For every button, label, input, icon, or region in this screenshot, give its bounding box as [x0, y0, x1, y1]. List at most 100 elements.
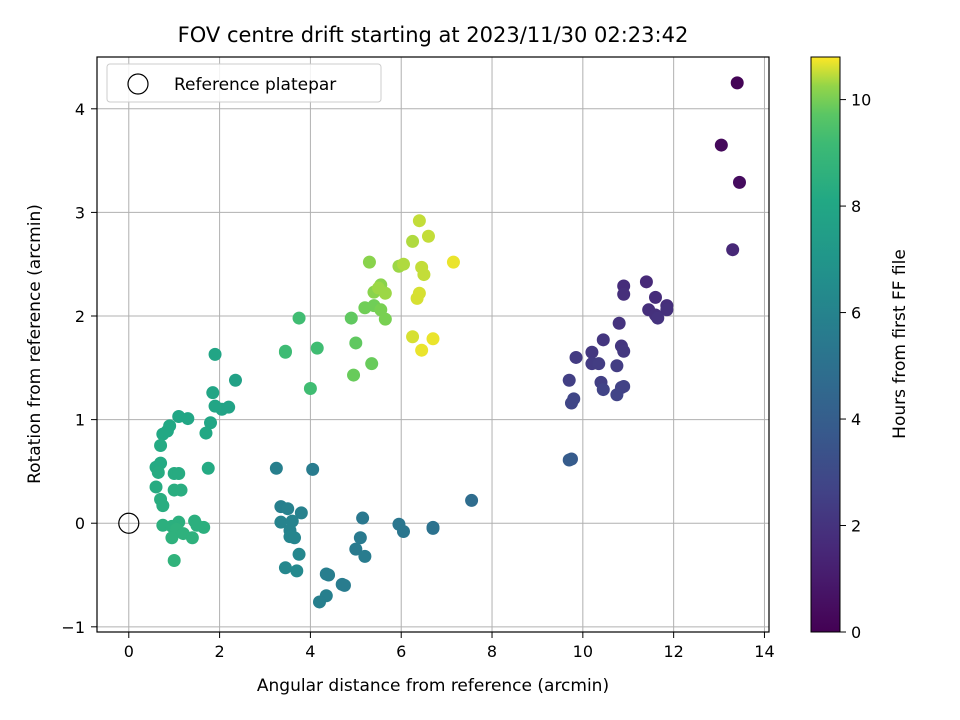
colorbar: 0 2 4 6 8 10 Hours from first FF file — [810, 56, 910, 642]
data-point — [156, 499, 170, 513]
data-point — [181, 412, 195, 426]
data-point — [292, 311, 306, 325]
y-tick-label: 3 — [75, 203, 85, 222]
data-point — [292, 547, 306, 561]
x-tick-label: 12 — [663, 642, 683, 661]
data-point — [344, 311, 358, 325]
x-tick-label: 0 — [124, 642, 134, 661]
colorbar-gradient — [810, 56, 841, 633]
y-tick-label: 1 — [75, 411, 85, 430]
data-point — [165, 531, 179, 545]
data-point — [730, 76, 744, 90]
colorbar-label: Hours from first FF file — [890, 249, 910, 439]
data-point — [151, 465, 165, 479]
data-point — [362, 255, 376, 269]
data-point — [206, 386, 220, 400]
data-point — [732, 175, 746, 189]
data-point — [617, 344, 631, 358]
data-point — [378, 286, 392, 300]
data-point — [639, 275, 653, 289]
data-point — [651, 311, 665, 325]
data-point — [648, 290, 662, 304]
x-axis-label: Angular distance from reference (arcmin) — [257, 676, 609, 696]
data-point — [208, 399, 222, 413]
legend-marker — [127, 73, 149, 95]
data-point — [410, 291, 424, 305]
data-point — [288, 531, 302, 545]
reference-marker — [118, 512, 140, 534]
y-axis-label: Rotation from reference (arcmin) — [25, 204, 45, 484]
data-point — [714, 138, 728, 152]
data-point — [349, 336, 363, 350]
data-point — [149, 480, 163, 494]
data-point — [310, 341, 324, 355]
data-point — [167, 554, 181, 568]
data-point — [281, 502, 295, 516]
colorbar-tick-label: 2 — [851, 517, 861, 536]
x-axis: 0 2 4 6 8 10 12 14 — [124, 632, 775, 661]
data-point — [269, 461, 283, 475]
chart-title: FOV centre drift starting at 2023/11/30 … — [178, 23, 689, 47]
data-point — [356, 511, 370, 525]
data-point — [353, 531, 367, 545]
data-point — [208, 347, 222, 361]
x-tick-label: 2 — [215, 642, 225, 661]
colorbar-tick-label: 8 — [851, 197, 861, 216]
data-point — [378, 312, 392, 326]
data-point — [426, 521, 440, 535]
data-point — [562, 373, 576, 387]
data-point — [446, 255, 460, 269]
data-point — [294, 506, 308, 520]
data-point — [421, 229, 435, 243]
data-point — [592, 357, 606, 371]
x-tick-label: 14 — [754, 642, 774, 661]
colorbar-tick-label: 10 — [851, 91, 871, 110]
data-point — [426, 332, 440, 346]
data-point — [406, 330, 420, 344]
data-point — [278, 561, 292, 575]
data-point — [303, 382, 317, 396]
data-point — [412, 214, 426, 228]
colorbar-tick-label: 0 — [851, 623, 861, 642]
data-point — [415, 343, 429, 357]
data-point — [228, 373, 242, 387]
data-point — [562, 453, 576, 467]
x-tick-label: 8 — [487, 642, 497, 661]
data-point — [174, 483, 188, 497]
data-point — [197, 520, 211, 534]
legend: Reference platepar — [106, 63, 382, 103]
data-point — [660, 303, 674, 317]
y-tick-label: 4 — [75, 100, 85, 119]
colorbar-tick-label: 6 — [851, 304, 861, 323]
data-point — [337, 578, 351, 592]
colorbar-tick-label: 4 — [851, 410, 861, 429]
y-tick-label: 0 — [75, 514, 85, 533]
x-tick-label: 10 — [573, 642, 593, 661]
data-point — [154, 439, 168, 453]
colorbar-ticks: 0 2 4 6 8 10 — [840, 91, 871, 642]
data-point — [172, 466, 186, 480]
data-point — [396, 257, 410, 271]
data-point — [612, 316, 626, 330]
data-point — [274, 515, 288, 529]
data-point — [201, 461, 215, 475]
plot-frame — [96, 56, 770, 633]
data-point — [465, 493, 479, 507]
data-point — [185, 531, 199, 545]
data-points — [149, 76, 746, 609]
data-point — [564, 396, 578, 410]
data-point — [160, 424, 174, 438]
y-tick-label: −1 — [61, 618, 85, 637]
data-point — [610, 359, 624, 373]
legend-box — [106, 63, 382, 103]
data-point — [417, 268, 431, 282]
data-point — [365, 357, 379, 371]
data-point — [596, 333, 610, 347]
data-point — [396, 525, 410, 539]
data-point — [585, 345, 599, 359]
data-point — [290, 564, 304, 578]
x-tick-label: 6 — [396, 642, 406, 661]
data-point — [349, 542, 363, 556]
